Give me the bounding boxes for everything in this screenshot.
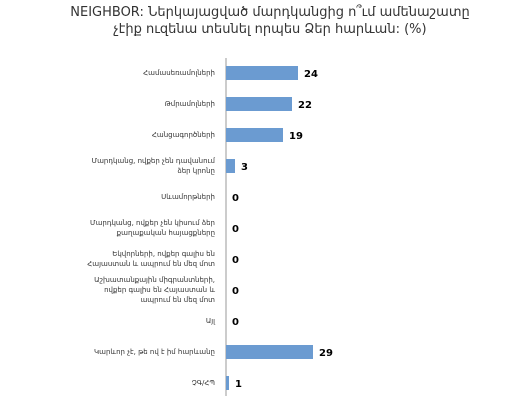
category-label: Հանցագործների (151, 131, 215, 139)
value-label: 24 (304, 69, 318, 80)
value-label: 0 (232, 286, 239, 297)
value-label: 3 (241, 162, 248, 173)
category-label: Մարդկանց, ովքեր չեն դավանում ձեր կրոնը (91, 157, 215, 175)
value-label: 0 (232, 317, 239, 328)
category-label: Եկվորների, ովքեր գալիս են Հայաստան և ապր… (87, 250, 215, 268)
bar (226, 97, 292, 111)
category-label: ՉԳ/ՀՊ (191, 379, 215, 387)
category-label: Այլ (205, 317, 215, 325)
bar (226, 345, 313, 359)
value-label: 0 (232, 193, 239, 204)
value-label: 0 (232, 255, 239, 266)
bar (226, 159, 235, 173)
category-label: Աշխատանքային միգրանտների, ովքեր գալիս են… (94, 276, 215, 304)
category-label: Մարդկանց, ովքեր չեն կիսում ձեր քաղաքական… (90, 219, 215, 237)
category-label: Սևամորթների (161, 193, 215, 201)
value-label: 0 (232, 224, 239, 235)
bar (226, 128, 283, 142)
category-label: Թմրամոլների (164, 100, 215, 108)
bar (226, 376, 229, 390)
value-label: 1 (235, 379, 242, 390)
bar (226, 66, 298, 80)
value-label: 22 (298, 100, 312, 111)
value-label: 19 (289, 131, 303, 142)
category-label: Համասեռամոլների (143, 69, 215, 77)
category-label: Կարևոր չէ, թե ով է իմ հարևանը (94, 348, 215, 356)
chart-title: NEIGHBOR: Ներկայացված մարդկանցից ո՞ւմ ամ… (70, 5, 470, 37)
value-label: 29 (319, 348, 333, 359)
